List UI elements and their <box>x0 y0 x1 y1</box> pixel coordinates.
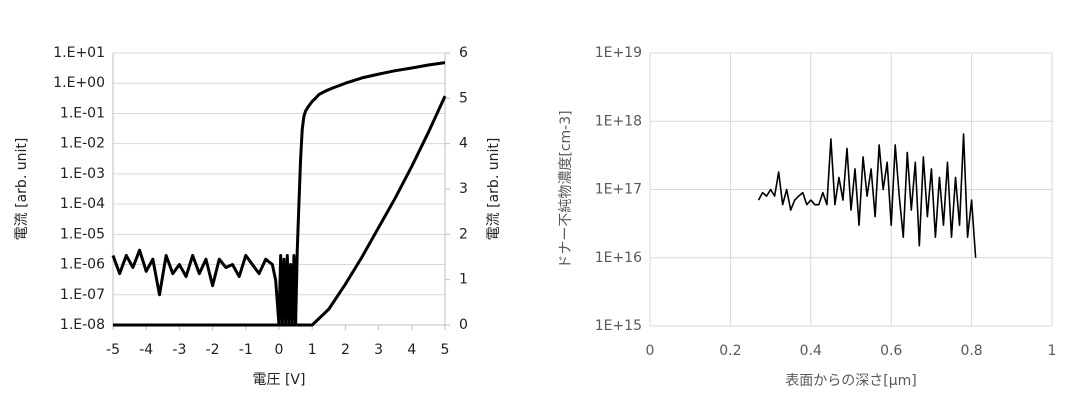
y-tick-label: 1E+19 <box>595 45 642 61</box>
y-tick-label: 1E+17 <box>595 182 642 198</box>
y-tick-label: 1.E+01 <box>53 45 105 61</box>
y-tick-label: 1E+16 <box>595 250 642 266</box>
x-tick-label: -3 <box>172 342 186 358</box>
y-tick-label: 1.E-01 <box>60 105 105 121</box>
y2-tick-label: 4 <box>459 136 468 152</box>
x-tick-label: 4 <box>407 342 416 358</box>
x-axis-label: 電圧 [V] <box>253 372 306 388</box>
y2-axis-label: 電流 [arb. unit] <box>486 138 502 241</box>
data-line <box>757 133 977 258</box>
x-tick-label: 3 <box>374 342 383 358</box>
y-axis-label: 電流 [arb. unit] <box>14 138 30 241</box>
y-tick-label: 1.E-02 <box>60 136 105 152</box>
x-axis-label: 表面からの深さ[μm] <box>785 373 916 389</box>
chart-right: 1E+15 1E+16 1E+17 1E+18 1E+19 0 0.2 0.4 0.6 0.8 1 表… <box>558 45 1056 389</box>
y-tick-label: 1.E-04 <box>60 196 105 212</box>
y2-tick-label: 1 <box>459 272 468 288</box>
y2-tick-label: 3 <box>459 181 468 197</box>
x-tick-label: 0 <box>275 342 284 358</box>
x-tick-label: -2 <box>206 342 220 358</box>
y-tick-label: 1E+15 <box>595 318 642 334</box>
y-tick-label: 1E+18 <box>595 113 642 129</box>
y-tick-label: 1.E-08 <box>60 317 105 333</box>
y-tick-label: 1.E-06 <box>60 257 105 273</box>
y-tick-label: 1.E+00 <box>53 75 105 91</box>
y2-tick-label: 0 <box>459 317 468 333</box>
y2-tick-label: 2 <box>459 226 468 242</box>
x-tick-label: 1 <box>1048 343 1057 359</box>
y-axis-label: ドナー不純物濃度[cm-3] <box>558 110 574 268</box>
x-tick-label: 5 <box>441 342 450 358</box>
data-line <box>113 95 447 327</box>
y2-tick-label: 5 <box>459 90 468 106</box>
y-tick-label: 1.E-03 <box>60 166 105 182</box>
x-tick-label: 2 <box>341 342 350 358</box>
x-tick-label: 0.4 <box>800 343 822 359</box>
x-tick-label: 0.2 <box>719 343 741 359</box>
x-tick-label: 0 <box>646 343 655 359</box>
x-tick-label: 1 <box>308 342 317 358</box>
x-tick-label: 0.8 <box>960 343 982 359</box>
x-tick-label: -4 <box>139 342 153 358</box>
chart-left: 1.E-08 1.E-07 1.E-06 1.E-05 1.E-04 1.E-03 1.E-… <box>14 45 502 388</box>
x-tick-label: -1 <box>239 342 253 358</box>
y-tick-label: 1.E-05 <box>60 226 105 242</box>
x-tick-label: -5 <box>106 342 120 358</box>
y2-tick-label: 6 <box>459 45 468 61</box>
x-tick-label: 0.6 <box>880 343 902 359</box>
data-line <box>111 61 446 327</box>
y-tick-label: 1.E-07 <box>60 287 105 303</box>
